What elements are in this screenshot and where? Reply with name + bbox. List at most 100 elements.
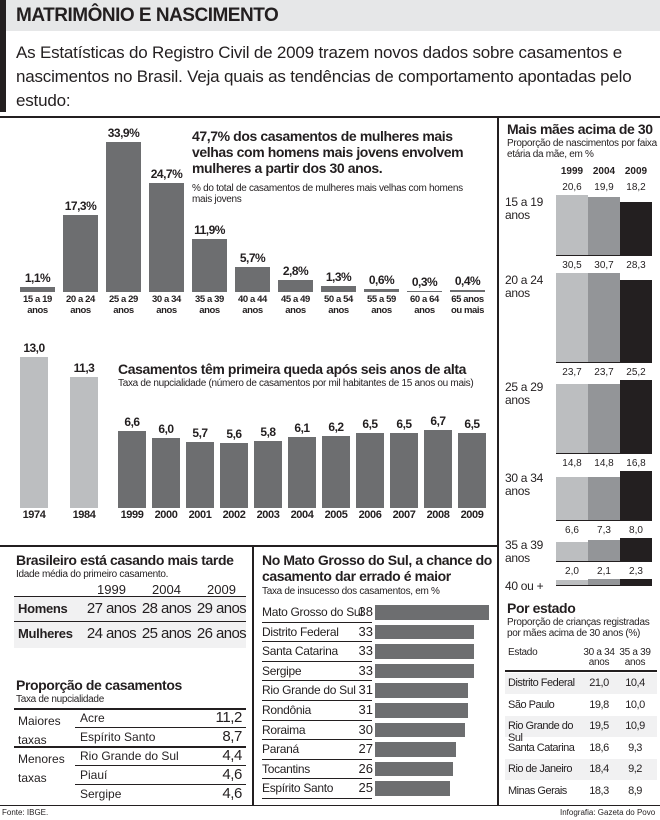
category-label: 30 a 34 anos xyxy=(505,470,543,498)
row-name: Sergipe xyxy=(80,787,122,801)
category-label: 2008 xyxy=(426,509,450,521)
value-label: 11,9% xyxy=(194,223,225,238)
category-label: 25 a 29 anos xyxy=(505,379,543,407)
row-bg xyxy=(505,759,657,780)
value-label: 17,3% xyxy=(64,199,97,214)
bar xyxy=(356,432,384,508)
table-title: Brasileiro está casando mais tarde xyxy=(16,552,234,568)
value-label: 6,5 xyxy=(362,416,378,431)
category-label: 50 a 54 anos xyxy=(324,294,353,316)
bar xyxy=(375,624,474,640)
bar xyxy=(450,290,485,292)
value-label: 2,3 xyxy=(629,565,643,577)
category-label: 40 ou + xyxy=(505,578,544,593)
bar xyxy=(620,578,652,586)
bar xyxy=(375,663,474,679)
row-value: 4,6 xyxy=(222,785,242,802)
category-label: 15 a 19 anos xyxy=(505,195,543,222)
category-label: 60 a 64 anos xyxy=(410,294,439,316)
bar xyxy=(588,197,620,255)
value-label: 0,4% xyxy=(454,274,481,289)
cell: 8,9 xyxy=(628,784,642,797)
category-label: 2004 xyxy=(290,509,314,521)
category-label: 30 a 34 anos xyxy=(152,294,181,316)
category-label: 35 a 39 anos xyxy=(195,294,224,316)
bar xyxy=(620,201,652,255)
cell: 18,6 xyxy=(589,741,609,754)
row-value: 8,7 xyxy=(222,728,242,745)
baseline xyxy=(556,452,652,454)
bar xyxy=(152,438,180,508)
cell: 19,5 xyxy=(589,720,609,732)
value-label: 2,1 xyxy=(597,565,611,577)
cell: Distrito Federal xyxy=(508,677,575,689)
value-label: 38 xyxy=(358,604,373,619)
group-rule xyxy=(14,746,246,748)
category-label: 1984 xyxy=(72,509,96,521)
value-label: 33 xyxy=(358,623,373,639)
cell: 9,2 xyxy=(628,763,642,775)
chart-subtitle: Taxa de nupcialidade (número de casament… xyxy=(118,378,474,389)
chart-title: Mais mães acima de 30 xyxy=(507,121,653,137)
category-label: 2009 xyxy=(460,509,484,521)
bar xyxy=(375,703,468,718)
cell: 29 anos xyxy=(196,600,247,617)
value-label: 25,2 xyxy=(626,366,646,378)
value-label: 23,7 xyxy=(594,366,614,378)
value-label: 30,5 xyxy=(562,259,582,271)
value-label: 1,1% xyxy=(24,271,51,286)
category-label: 65 anos ou mais xyxy=(450,294,485,316)
row-rule xyxy=(75,784,246,785)
cell: 18,3 xyxy=(589,784,609,797)
category-label: Espírito Santo xyxy=(262,779,372,799)
bar xyxy=(556,273,588,362)
bar xyxy=(375,605,489,620)
bar xyxy=(254,440,282,508)
value-label: 27 xyxy=(358,741,373,757)
bar xyxy=(321,286,356,292)
value-label: 18,2 xyxy=(626,182,646,193)
value-label: 6,0 xyxy=(158,422,174,437)
category-label: 2005 xyxy=(324,509,348,521)
value-label: 28,3 xyxy=(626,259,646,271)
value-label: 5,7 xyxy=(192,425,208,440)
category-label: 55 a 59 anos xyxy=(367,294,396,316)
cell: 10,9 xyxy=(625,720,645,732)
baseline xyxy=(556,254,652,256)
bar xyxy=(375,761,453,777)
category-label: 2007 xyxy=(392,509,416,521)
category-label: 1974 xyxy=(22,509,46,521)
bar xyxy=(364,289,399,292)
source: Fonte: IBGE. xyxy=(2,808,49,817)
bar xyxy=(235,266,270,292)
table-bg xyxy=(14,596,246,648)
category-label: 2001 xyxy=(188,509,212,521)
row-value: 11,2 xyxy=(215,709,243,726)
row-rule xyxy=(14,621,246,622)
row-rule xyxy=(75,765,246,766)
category-label: 2002 xyxy=(222,509,246,521)
bar xyxy=(70,376,98,508)
category-label: 20 a 24 anos xyxy=(66,294,95,316)
row-name: Rio Grande do Sul xyxy=(80,749,179,763)
row-name: Espírito Santo xyxy=(80,730,156,744)
value-label: 24,7% xyxy=(150,166,183,181)
table-subtitle: Idade média do primeiro casamento. xyxy=(16,569,169,580)
accent-strip xyxy=(0,0,6,112)
row-label: Mulheres xyxy=(18,626,73,641)
value-label: 31 xyxy=(358,702,373,717)
category-label: Distrito Federal xyxy=(262,623,372,643)
divider xyxy=(0,805,660,806)
value-label: 1,3% xyxy=(325,270,352,285)
category-label: 20 a 24 anos xyxy=(505,272,543,300)
category-label: Rondônia xyxy=(262,701,372,721)
category-label: Santa Catarina xyxy=(262,642,372,662)
value-label: 0,3% xyxy=(411,274,438,289)
category-label: Sergipe xyxy=(262,662,372,682)
row-value: 4,4 xyxy=(222,747,242,764)
column-header: 30 a 34 anos xyxy=(583,647,615,668)
bar xyxy=(620,537,652,561)
category-label: 2006 xyxy=(358,509,382,521)
bar xyxy=(556,195,588,255)
group-rule xyxy=(14,708,246,710)
